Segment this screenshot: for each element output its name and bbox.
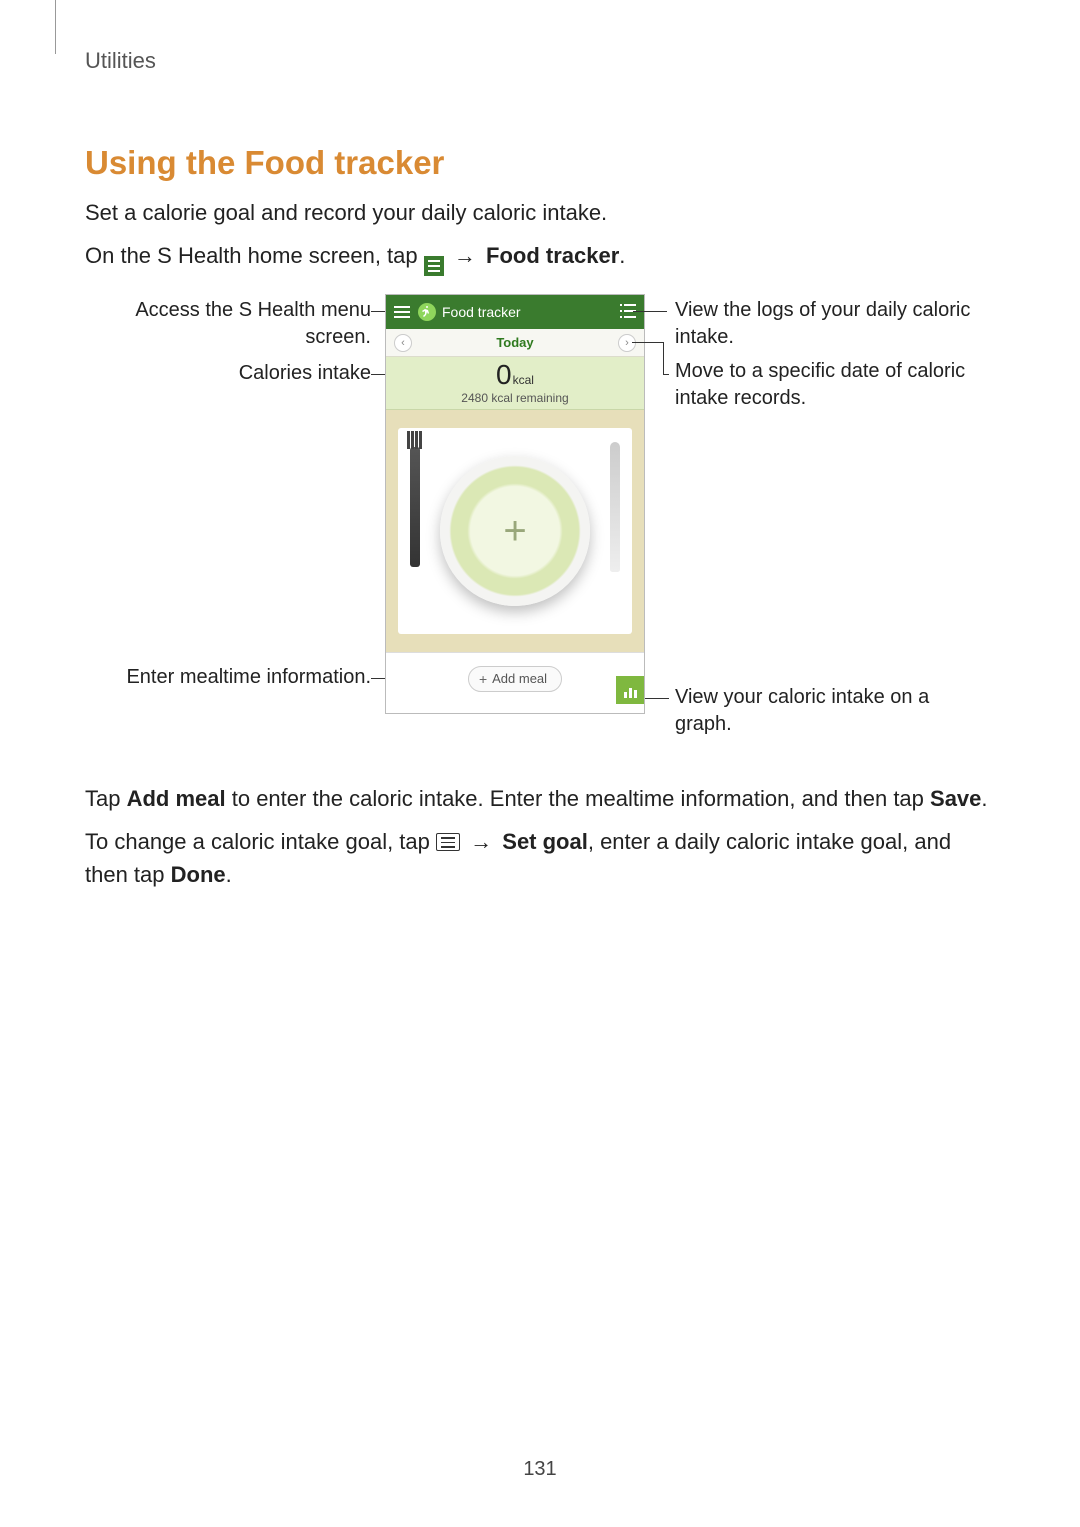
paragraph-2: On the S Health home screen, tap → Food … bbox=[85, 239, 995, 276]
calories-remaining: 2480 kcal remaining bbox=[386, 391, 644, 405]
text: . bbox=[226, 862, 232, 887]
add-meal-row: + Add meal bbox=[386, 652, 644, 704]
figure-zone: Access the S Health menu screen. Calorie… bbox=[85, 294, 995, 754]
chart-button[interactable] bbox=[616, 676, 644, 704]
bold-text: Add meal bbox=[127, 786, 226, 811]
bold-text: Set goal bbox=[502, 829, 588, 854]
date-row: ‹ Today › bbox=[386, 329, 644, 357]
manual-page: Utilities Using the Food tracker Set a c… bbox=[0, 0, 1080, 1527]
calories-unit: kcal bbox=[513, 373, 534, 387]
plate-add-button[interactable]: + bbox=[440, 456, 590, 606]
plus-icon: + bbox=[479, 671, 487, 687]
arrow-icon: → bbox=[470, 829, 498, 854]
hamburger-icon bbox=[424, 256, 444, 276]
calories-row: 0kcal 2480 kcal remaining bbox=[386, 357, 644, 410]
menu-icon bbox=[436, 833, 460, 851]
add-meal-label: Add meal bbox=[492, 671, 547, 686]
leader-line bbox=[632, 342, 663, 343]
app-header-title: Food tracker bbox=[442, 304, 521, 320]
section-title: Using the Food tracker bbox=[85, 144, 995, 182]
bold-text: Food tracker bbox=[486, 243, 619, 268]
plate-zone: + bbox=[386, 410, 644, 652]
page-number: 131 bbox=[0, 1458, 1080, 1481]
knife-icon bbox=[610, 442, 620, 572]
margin-rule bbox=[55, 0, 56, 54]
paragraph-3: Tap Add meal to enter the caloric intake… bbox=[85, 782, 995, 815]
leader-line bbox=[663, 342, 664, 374]
bold-text: Done bbox=[171, 862, 226, 887]
leader-line bbox=[663, 374, 669, 375]
callout-right-1: View the logs of your daily caloric inta… bbox=[675, 297, 995, 351]
calories-value: 0 bbox=[496, 361, 512, 389]
text: To change a caloric intake goal, tap bbox=[85, 829, 436, 854]
breadcrumb: Utilities bbox=[85, 48, 1000, 74]
leader-line bbox=[645, 698, 669, 699]
device-screenshot: Food tracker ‹ Today › 0kcal 2480 kcal r… bbox=[385, 294, 645, 714]
plus-icon: + bbox=[503, 511, 526, 551]
text: . bbox=[619, 243, 625, 268]
add-meal-button[interactable]: + Add meal bbox=[468, 666, 562, 692]
paragraph-1: Set a calorie goal and record your daily… bbox=[85, 196, 995, 229]
text: On the S Health home screen, tap bbox=[85, 243, 424, 268]
text: Tap bbox=[85, 786, 127, 811]
content-area: Using the Food tracker Set a calorie goa… bbox=[85, 144, 995, 891]
callout-right-2: Move to a specific date of caloric intak… bbox=[675, 358, 1015, 412]
callout-left-2: Calories intake bbox=[85, 360, 371, 387]
text: to enter the caloric intake. Enter the m… bbox=[226, 786, 930, 811]
prev-day-button[interactable]: ‹ bbox=[394, 334, 412, 352]
date-label[interactable]: Today bbox=[496, 335, 533, 350]
arrow-icon: → bbox=[454, 243, 482, 268]
text: . bbox=[981, 786, 987, 811]
bold-text: Save bbox=[930, 786, 981, 811]
paragraph-4: To change a caloric intake goal, tap → S… bbox=[85, 825, 995, 891]
callout-left-3: Enter mealtime information. bbox=[85, 664, 371, 691]
leader-line bbox=[633, 311, 667, 312]
running-icon bbox=[418, 303, 436, 321]
callout-left-1: Access the S Health menu screen. bbox=[85, 297, 371, 351]
hamburger-icon[interactable] bbox=[394, 306, 410, 318]
fork-icon bbox=[410, 447, 420, 567]
app-header: Food tracker bbox=[386, 295, 644, 329]
callout-right-3: View your caloric intake on a graph. bbox=[675, 684, 985, 738]
